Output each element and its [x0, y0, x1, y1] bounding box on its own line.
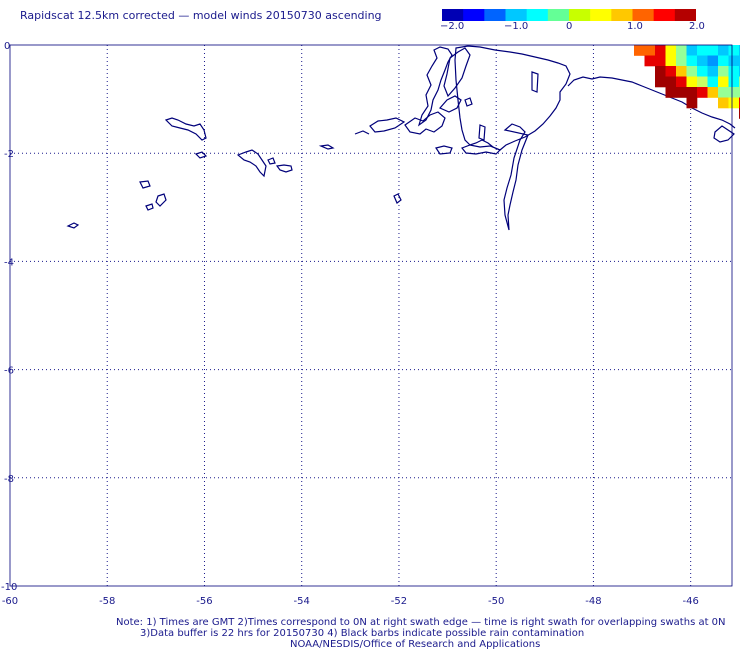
- wind-cell: [676, 76, 687, 88]
- colorbar-segment: [442, 9, 464, 21]
- axis-ticks: -60 -58 -56 -54 -52 -50 -48 -46 0 -2 -4 -6 -8 -10: [1, 41, 699, 607]
- wind-cell: [728, 76, 740, 88]
- wind-cell: [697, 55, 708, 67]
- wind-cell: [676, 87, 687, 98]
- map-title: Rapidscat 12.5km corrected — model winds…: [20, 9, 382, 22]
- wind-cell: [686, 45, 698, 56]
- wind-cell: [718, 66, 729, 77]
- wind-cell: [665, 45, 677, 56]
- wind-cell: [644, 45, 656, 56]
- wind-cell: [718, 76, 729, 88]
- map-grid: [10, 45, 732, 586]
- footnote-line-2: 3)Data buffer is 22 hrs for 20150730 4) …: [140, 628, 585, 639]
- colorbar-segment: [611, 9, 633, 21]
- wind-cell: [728, 97, 740, 109]
- wind-map: -60 -58 -56 -54 -52 -50 -48 -46 0 -2 -4 -6 -8 -10: [1, 41, 740, 607]
- wind-cell: [665, 76, 677, 88]
- y-tick-label: -2: [4, 149, 14, 160]
- wind-cell: [686, 76, 698, 88]
- wind-cell: [655, 76, 666, 88]
- wind-cell: [718, 97, 729, 109]
- y-tick-label: -8: [4, 474, 14, 485]
- wind-cell: [655, 66, 666, 77]
- wind-cell: [676, 66, 687, 77]
- colorbar-segment: [569, 9, 591, 21]
- colorbar-label-pos1: 1.0: [627, 21, 643, 32]
- colorbar-label-min: −2.0: [440, 21, 465, 32]
- footnote-line-3: NOAA/NESDIS/Office of Research and Appli…: [290, 639, 541, 650]
- x-tick-label: -46: [683, 596, 699, 607]
- x-tick-label: -50: [488, 596, 504, 607]
- colorbar-segment: [505, 9, 528, 21]
- wind-cell: [718, 87, 729, 98]
- y-tick-label: 0: [4, 41, 10, 52]
- wind-difference-cells: [634, 45, 740, 119]
- colorbar-segment: [526, 9, 549, 21]
- wind-cell: [697, 87, 708, 98]
- footnote-line-1: Note: 1) Times are GMT 2)Times correspon…: [116, 617, 726, 628]
- wind-cell: [707, 87, 719, 98]
- colorbar-segment: [632, 9, 655, 21]
- y-tick-label: -4: [4, 257, 14, 268]
- wind-cell: [697, 76, 708, 88]
- wind-cell: [655, 55, 666, 67]
- wind-cell: [728, 66, 740, 77]
- colorbar: [442, 9, 696, 21]
- wind-cell: [718, 45, 729, 56]
- wind-cell: [644, 55, 656, 67]
- wind-cell: [728, 87, 740, 98]
- wind-cell: [686, 97, 698, 109]
- colorbar-segment: [653, 9, 676, 21]
- wind-cell: [665, 55, 677, 67]
- wind-cell: [728, 45, 740, 56]
- wind-cell: [686, 87, 698, 98]
- colorbar-label-neg1: −1.0: [504, 21, 529, 32]
- wind-cell: [634, 45, 645, 56]
- wind-cell: [718, 55, 729, 67]
- wind-cell: [686, 55, 698, 67]
- x-tick-label: -56: [196, 596, 212, 607]
- wind-cell: [697, 66, 708, 77]
- x-tick-label: -48: [585, 596, 601, 607]
- wind-cell: [665, 66, 677, 77]
- wind-cell: [655, 45, 666, 56]
- colorbar-segment: [484, 9, 506, 21]
- wind-cell: [676, 55, 687, 67]
- colorbar-label-zero: 0: [566, 21, 573, 32]
- y-tick-label: -10: [1, 582, 17, 593]
- wind-cell: [707, 55, 719, 67]
- x-tick-label: -54: [294, 596, 310, 607]
- colorbar-segment: [674, 9, 696, 21]
- wind-cell: [707, 66, 719, 77]
- wind-cell: [686, 66, 698, 77]
- y-tick-label: -6: [4, 366, 14, 377]
- wind-cell: [728, 55, 740, 67]
- wind-cell: [707, 45, 719, 56]
- colorbar-label-max: 2.0: [689, 21, 705, 32]
- x-tick-label: -58: [99, 596, 115, 607]
- wind-cell: [707, 76, 719, 88]
- x-tick-label: -60: [2, 596, 18, 607]
- x-tick-label: -52: [391, 596, 407, 607]
- colorbar-segment: [463, 9, 485, 21]
- wind-cell: [665, 87, 677, 98]
- colorbar-segment: [547, 9, 570, 21]
- coastline: [66, 45, 736, 231]
- colorbar-segment: [590, 9, 612, 21]
- wind-cell: [697, 45, 708, 56]
- wind-cell: [676, 45, 687, 56]
